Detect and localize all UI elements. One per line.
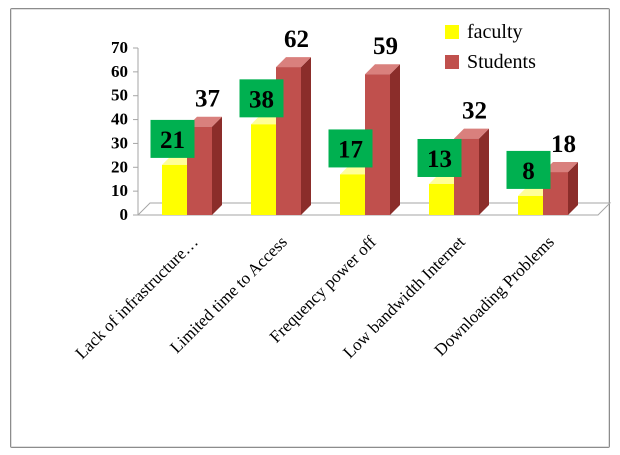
bar-top-students: [454, 128, 489, 139]
data-label-students: 18: [551, 131, 576, 158]
data-label-faculty: 38: [249, 86, 274, 113]
data-label-students: 59: [373, 33, 398, 60]
y-tick-label: 60: [111, 62, 128, 81]
y-tick-label: 40: [111, 110, 128, 129]
bar-faculty: [429, 183, 454, 215]
data-label-faculty: 13: [427, 146, 452, 173]
bar-top-students: [276, 57, 311, 68]
y-tick-label: 70: [111, 38, 128, 57]
y-tick-label: 30: [111, 133, 128, 152]
legend-label-faculty: faculty: [467, 21, 523, 43]
data-label-box-faculty: [239, 79, 284, 118]
data-label-box-faculty: [506, 150, 551, 189]
data-label-box-faculty: [150, 119, 195, 158]
y-tick-label: 0: [120, 205, 129, 224]
bar-top-students: [365, 64, 400, 75]
bar-faculty: [518, 195, 543, 215]
bar-top-students: [543, 162, 578, 173]
legend-swatch-students: [445, 55, 459, 69]
bar-faculty: [162, 164, 187, 215]
bar-side-students: [568, 162, 578, 215]
bar-faculty: [340, 174, 365, 215]
data-label-box-faculty: [417, 138, 462, 177]
data-label-faculty: 21: [160, 127, 185, 154]
bar-top-students: [187, 116, 222, 127]
bar-side-students: [301, 57, 311, 216]
data-label-faculty: 17: [338, 136, 363, 163]
y-tick-label: 20: [111, 157, 128, 176]
bar-side-students: [479, 128, 489, 215]
legend-swatch-faculty: [445, 25, 459, 39]
data-label-box-faculty: [328, 129, 373, 168]
bar-side-students: [390, 64, 400, 215]
legend-label-students: Students: [467, 51, 536, 73]
data-label-students: 62: [284, 26, 309, 53]
data-label-students: 32: [462, 98, 487, 125]
y-tick-label: 10: [111, 181, 128, 200]
bar-faculty: [251, 124, 276, 215]
bar-side-students: [212, 116, 222, 215]
data-label-students: 37: [195, 86, 220, 113]
data-label-faculty: 8: [522, 158, 535, 185]
y-tick-label: 50: [111, 86, 128, 105]
